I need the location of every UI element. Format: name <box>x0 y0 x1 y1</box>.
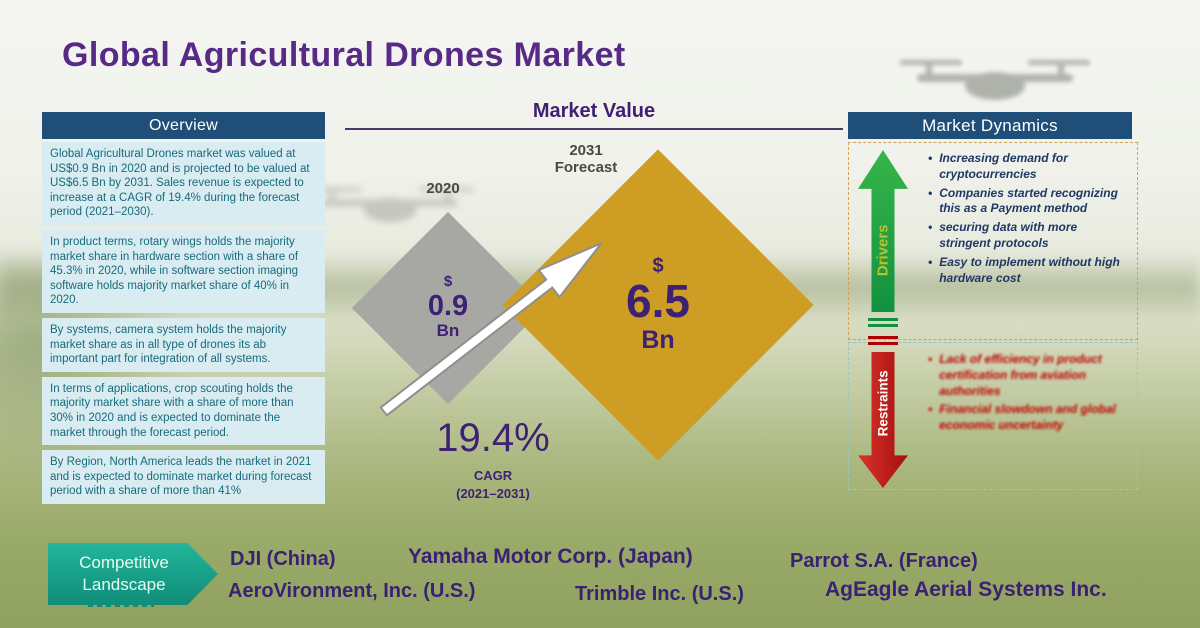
market-value-underline <box>345 128 843 130</box>
diamond-2020-year-label: 2020 <box>426 180 460 197</box>
cagr-value: 19.4% <box>436 416 550 460</box>
company-yamaha: Yamaha Motor Corp. (Japan) <box>408 545 693 568</box>
drone-photo-silhouette <box>880 38 1110 118</box>
restraints-bullet-list: Lack of efficiency in product certificat… <box>928 352 1118 437</box>
market-value-title: Market Value <box>532 100 656 122</box>
company-trimble: Trimble Inc. (U.S.) <box>575 583 744 605</box>
driver-bullet: Easy to implement without high hardware … <box>928 255 1128 287</box>
currency-symbol: $ <box>652 254 664 277</box>
market-value-2020: 0.9 <box>427 289 469 322</box>
currency-symbol: $ <box>443 273 453 291</box>
market-dynamics-header: Market Dynamics <box>848 112 1132 139</box>
competitive-landscape-label-line2: Landscape <box>82 575 166 594</box>
company-aerovironment: AeroVironment, Inc. (U.S.) <box>228 580 476 602</box>
drone-icon <box>900 60 1090 100</box>
competitive-landscape-ribbon: Competitive Landscape <box>48 543 218 605</box>
cagr-period: (2021–2031) <box>456 486 530 501</box>
ribbon-dashes-decoration <box>88 604 154 607</box>
drivers-bullet-list: Increasing demand for cryptocurrencies C… <box>928 151 1128 290</box>
overview-paragraph: By Region, North America leads the marke… <box>42 450 325 504</box>
driver-bullet: Companies started recognizing this as a … <box>928 186 1128 218</box>
overview-paragraph: In product terms, rotary wings holds the… <box>42 229 325 313</box>
growth-arrow <box>371 226 615 428</box>
company-ageagle: AgEagle Aerial Systems Inc. <box>825 578 1107 601</box>
drivers-tick <box>868 318 898 321</box>
diamond-2031-content: $ 6.5 Bn <box>548 195 768 415</box>
overview-paragraph: In terms of applications, crop scouting … <box>42 376 325 446</box>
driver-bullet: securing data with more stringent protoc… <box>928 220 1128 252</box>
restraint-bullet: Financial slowdown and global economic u… <box>928 402 1118 434</box>
drivers-tick <box>868 324 898 327</box>
competitive-landscape-label-line1: Competitive <box>79 552 169 572</box>
restraint-bullet: Lack of efficiency in product certificat… <box>928 352 1118 399</box>
company-parrot: Parrot S.A. (France) <box>790 550 978 572</box>
restraints-tick <box>868 336 898 339</box>
driver-bullet: Increasing demand for cryptocurrencies <box>928 151 1128 183</box>
overview-paragraph: By systems, camera system holds the majo… <box>42 317 325 372</box>
cagr-label: CAGR <box>473 468 513 483</box>
company-dji: DJI (China) <box>230 548 336 570</box>
overview-paragraph: Global Agricultural Drones market was va… <box>42 142 325 225</box>
restraints-box <box>848 342 1138 490</box>
overview-header: Overview <box>42 112 325 139</box>
growth-arrow-icon <box>379 242 603 417</box>
diamond-2031-year-label: 2031 Forecast <box>554 142 618 177</box>
overview-panel: Global Agricultural Drones market was va… <box>42 142 325 509</box>
drivers-box <box>848 142 1138 340</box>
market-value-2031: 6.5 <box>626 274 690 327</box>
unit-label: Bn <box>641 326 675 355</box>
page-title: Global Agricultural Drones Market <box>62 36 626 74</box>
restraints-tick <box>868 342 898 345</box>
